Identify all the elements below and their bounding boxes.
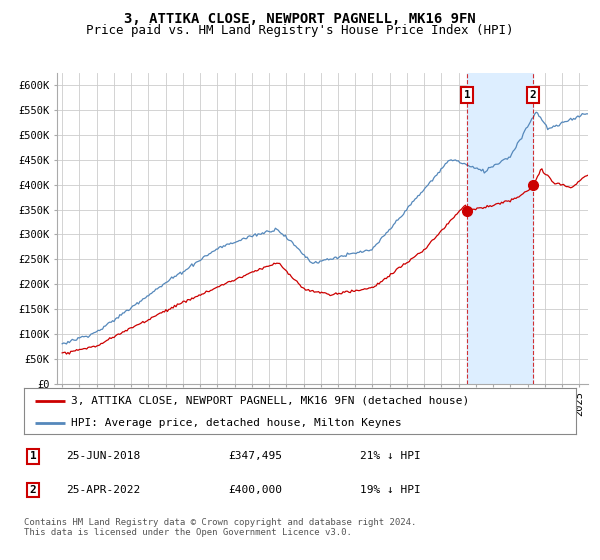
- Text: 25-JUN-2018: 25-JUN-2018: [66, 451, 140, 461]
- Text: £400,000: £400,000: [228, 485, 282, 495]
- Text: HPI: Average price, detached house, Milton Keynes: HPI: Average price, detached house, Milt…: [71, 418, 401, 427]
- Text: 3, ATTIKA CLOSE, NEWPORT PAGNELL, MK16 9FN: 3, ATTIKA CLOSE, NEWPORT PAGNELL, MK16 9…: [124, 12, 476, 26]
- Text: 19% ↓ HPI: 19% ↓ HPI: [360, 485, 421, 495]
- Text: 25-APR-2022: 25-APR-2022: [66, 485, 140, 495]
- Text: £347,495: £347,495: [228, 451, 282, 461]
- Bar: [467, 73, 533, 384]
- Text: 1: 1: [29, 451, 37, 461]
- Text: 2: 2: [530, 90, 536, 100]
- Text: 21% ↓ HPI: 21% ↓ HPI: [360, 451, 421, 461]
- Text: 2: 2: [29, 485, 37, 495]
- Text: 1: 1: [464, 90, 470, 100]
- Text: 3, ATTIKA CLOSE, NEWPORT PAGNELL, MK16 9FN (detached house): 3, ATTIKA CLOSE, NEWPORT PAGNELL, MK16 9…: [71, 396, 469, 406]
- Text: Contains HM Land Registry data © Crown copyright and database right 2024.
This d: Contains HM Land Registry data © Crown c…: [24, 518, 416, 538]
- Text: Price paid vs. HM Land Registry's House Price Index (HPI): Price paid vs. HM Land Registry's House …: [86, 24, 514, 36]
